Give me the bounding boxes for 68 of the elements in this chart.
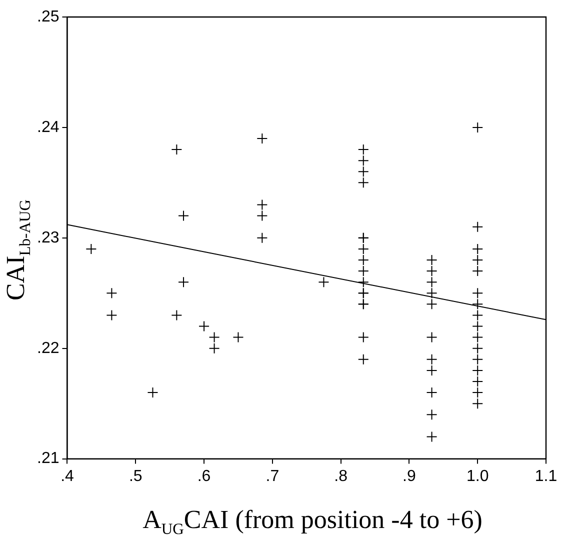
point [472, 320, 484, 332]
point [256, 232, 268, 244]
point [358, 276, 369, 288]
point [178, 276, 190, 288]
point [171, 310, 182, 321]
point [147, 387, 158, 398]
point [256, 199, 268, 210]
point [318, 276, 330, 288]
point [472, 376, 484, 387]
point [358, 254, 369, 266]
point [358, 166, 369, 178]
point [358, 266, 369, 277]
x-tick-label: .9 [402, 468, 416, 485]
point [106, 288, 118, 299]
point [472, 310, 484, 321]
point [198, 320, 210, 332]
x-axis-title: A$_{UG}$CAI (from position -4 to +6) [142, 505, 484, 539]
point [358, 144, 369, 156]
point [472, 266, 484, 277]
x-tick-label: 1.0 [466, 468, 489, 485]
point [472, 342, 484, 354]
point [472, 364, 484, 376]
point [472, 387, 484, 398]
point [171, 144, 182, 156]
x-tick-label: .5 [128, 468, 142, 485]
point [358, 177, 369, 188]
point [426, 298, 438, 310]
point [358, 354, 369, 365]
point [208, 332, 220, 343]
point [472, 221, 484, 232]
point [256, 210, 268, 222]
y-tick-label: .24 [36, 118, 60, 136]
point [208, 342, 220, 354]
point [426, 276, 438, 288]
point [426, 387, 438, 398]
y-tick-label: .25 [36, 8, 60, 26]
point [426, 431, 438, 442]
point [256, 132, 268, 144]
x-tick-label: .6 [197, 468, 211, 485]
point [358, 243, 369, 254]
point [358, 332, 369, 343]
point [472, 122, 484, 133]
x-tick-label: .8 [334, 468, 348, 485]
point [358, 155, 369, 166]
point [472, 288, 484, 299]
point [426, 354, 438, 365]
point [426, 288, 438, 299]
point [426, 364, 438, 376]
point [86, 243, 97, 254]
point [472, 332, 484, 343]
point [232, 332, 244, 343]
point [472, 298, 484, 310]
x-tick-label: .4 [60, 468, 74, 485]
point [472, 243, 484, 254]
point [426, 332, 438, 343]
point [426, 254, 438, 266]
y-tick-label: .22 [36, 340, 60, 357]
y-tick-label: .23 [36, 229, 60, 246]
point [426, 266, 438, 277]
x-tick-label: 1.1 [534, 468, 558, 485]
point [472, 398, 484, 410]
point [472, 354, 484, 365]
point [472, 254, 484, 266]
x-tick-label: .7 [266, 468, 280, 485]
y-tick-label: .21 [36, 450, 60, 468]
point [426, 409, 438, 420]
point [106, 310, 118, 321]
point [178, 210, 190, 222]
